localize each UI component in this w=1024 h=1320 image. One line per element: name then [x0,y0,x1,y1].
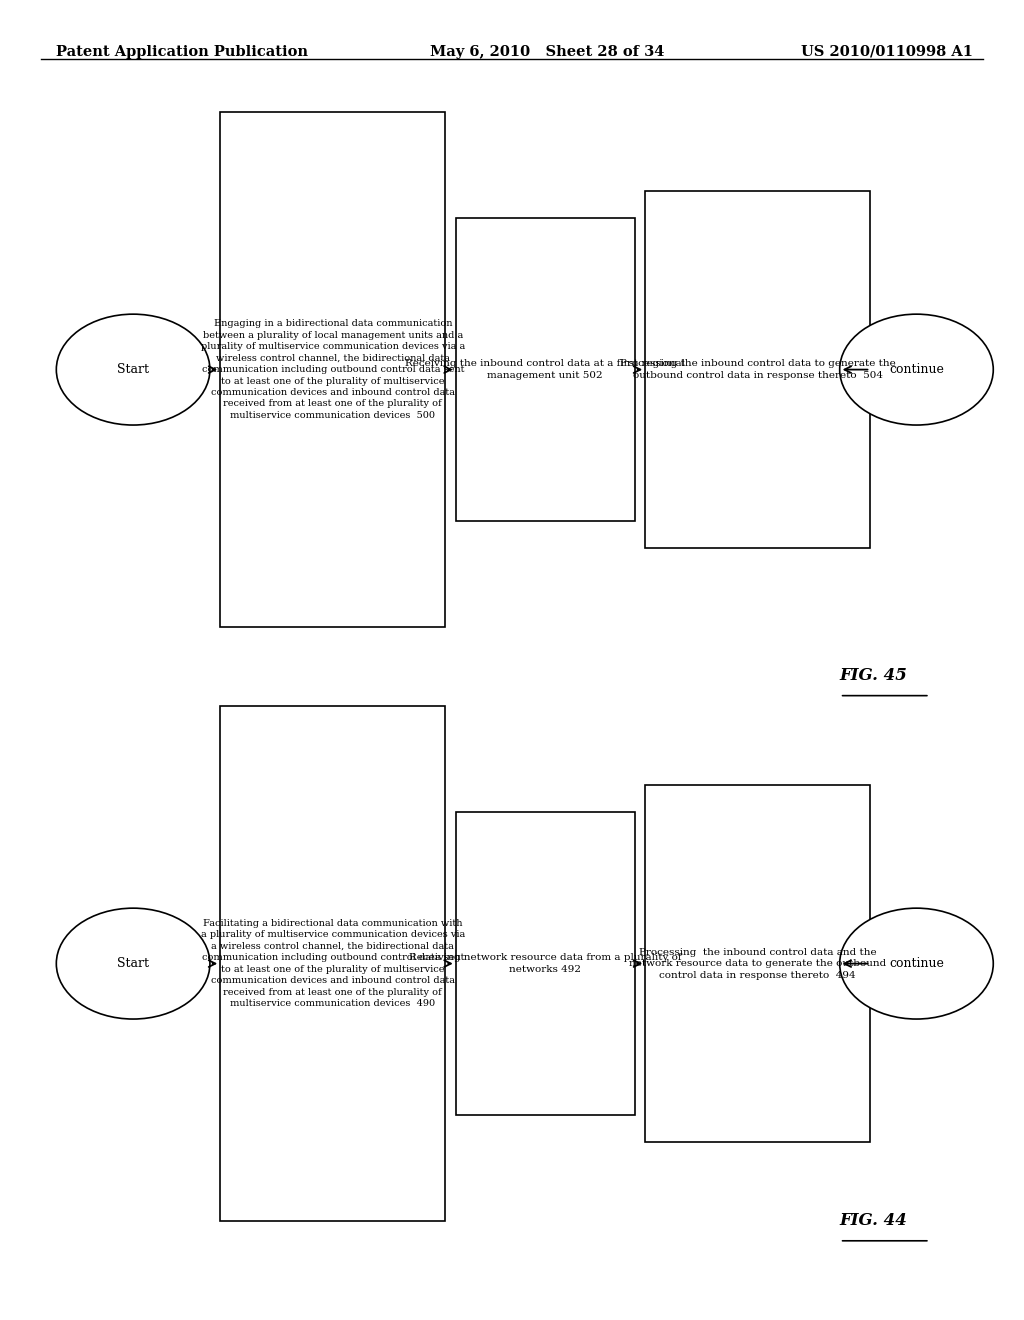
Text: US 2010/0110998 A1: US 2010/0110998 A1 [801,45,973,59]
Text: Receiving the inbound control data at a first regional
management unit 502: Receiving the inbound control data at a … [406,359,685,380]
Ellipse shape [840,908,993,1019]
Ellipse shape [56,314,210,425]
FancyBboxPatch shape [456,812,635,1115]
Ellipse shape [56,908,210,1019]
FancyBboxPatch shape [645,785,870,1142]
Ellipse shape [840,314,993,425]
Text: continue: continue [889,957,944,970]
Text: Start: Start [117,957,150,970]
Text: FIG. 45: FIG. 45 [840,667,907,684]
FancyBboxPatch shape [220,112,445,627]
Text: Processing  the inbound control data and the
network resource data to generate t: Processing the inbound control data and … [629,948,887,979]
Text: Engaging in a bidirectional data communication
between a plurality of local mana: Engaging in a bidirectional data communi… [201,319,465,420]
Text: Receiving network resource data from a plurality of
networks 492: Receiving network resource data from a p… [409,953,682,974]
FancyBboxPatch shape [220,706,445,1221]
FancyBboxPatch shape [645,191,870,548]
Text: continue: continue [889,363,944,376]
Text: Processing the inbound control data to generate the
outbound control data in res: Processing the inbound control data to g… [620,359,896,380]
Text: Start: Start [117,363,150,376]
Text: FIG. 44: FIG. 44 [840,1212,907,1229]
Text: May 6, 2010   Sheet 28 of 34: May 6, 2010 Sheet 28 of 34 [430,45,665,59]
FancyBboxPatch shape [456,218,635,521]
Text: Facilitating a bidirectional data communication with
a plurality of multiservice: Facilitating a bidirectional data commun… [201,919,465,1008]
Text: Patent Application Publication: Patent Application Publication [56,45,308,59]
